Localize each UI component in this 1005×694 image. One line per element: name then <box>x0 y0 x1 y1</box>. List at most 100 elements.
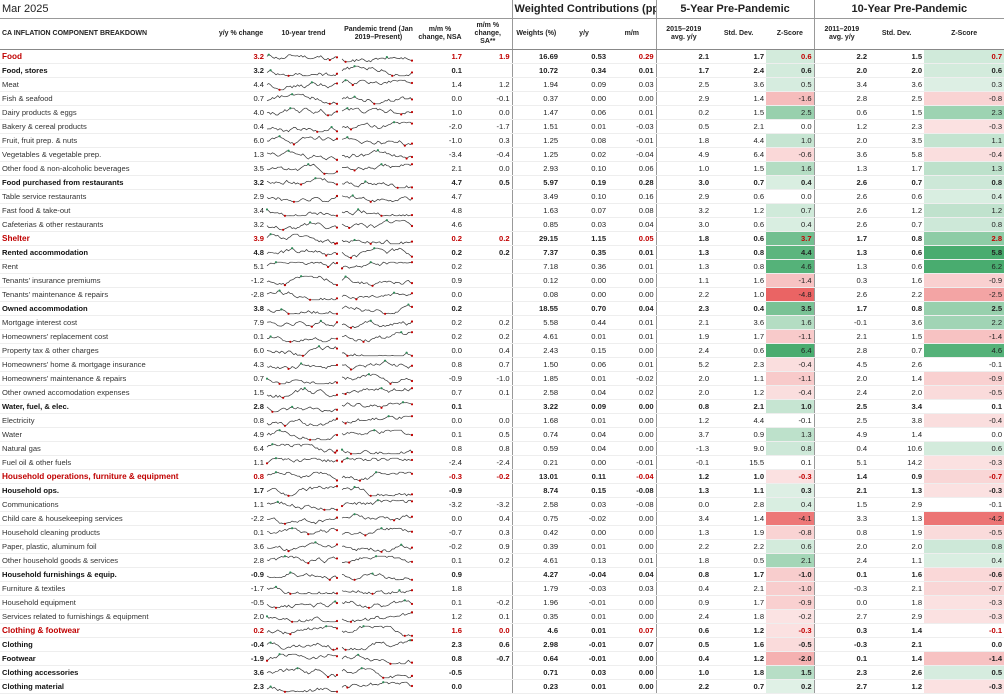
ten-avg-value: 1.3 <box>813 245 870 260</box>
yy-change-value: 3.2 <box>216 49 266 64</box>
table-row: Homeowners' home & mortgage insurance 4.3… <box>0 357 1005 372</box>
ten-avg-value: 2.0 <box>813 371 870 386</box>
sparkline-last-marker <box>410 386 413 389</box>
weighted-mm-value: 0.08 <box>608 203 657 218</box>
table-row: Communications 1.1 -3.2 -3.2 2.58 0.03 -0.08 0.… <box>0 497 1005 512</box>
ten-avg-value: 1.7 <box>813 231 870 246</box>
five-z-score: 4.6 <box>766 259 815 274</box>
five-std-value: 0.7 <box>711 175 767 190</box>
ten-std-header: Std. Dev. <box>869 18 925 50</box>
pandemic-sparkline <box>341 246 413 259</box>
five-avg-value: 1.8 <box>655 553 712 568</box>
five-std-value: 1.6 <box>711 637 767 652</box>
weighted-mm-value: 0.03 <box>608 77 657 92</box>
ten-year-sparkline <box>266 526 338 535</box>
sparkline-path <box>341 448 413 454</box>
mm-sa-value: 0.3 <box>464 133 513 148</box>
weighted-yy-value: 0.01 <box>560 623 609 638</box>
ten-avg-value: 0.6 <box>813 105 870 120</box>
sparkline-max-marker <box>373 246 376 249</box>
weighted-mm-value: 0.05 <box>608 231 657 246</box>
weighted-yy-value: 0.03 <box>560 665 609 680</box>
weighted-mm-value: 0.00 <box>608 413 657 428</box>
five-avg-value: 1.2 <box>655 413 712 428</box>
pandemic-sparkline-cell <box>341 441 416 456</box>
sparkline-max-marker <box>291 246 294 249</box>
pandemic-sparkline <box>341 179 413 189</box>
weighted-yy-value: 0.03 <box>560 217 609 232</box>
sparkline-max-marker <box>353 485 356 488</box>
component-name: Vegetables & vegetable prep. <box>0 147 216 162</box>
sparkline-max-marker <box>385 218 388 221</box>
sparkline-min-marker <box>328 102 331 105</box>
ten-z-score: 2.8 <box>924 231 1005 246</box>
five-std-value: 2.4 <box>711 63 767 78</box>
weighted-yy-value: 0.04 <box>560 385 609 400</box>
sparkline-last-marker <box>410 546 413 549</box>
pandemic-sparkline <box>341 526 413 536</box>
sparkline-last-marker <box>335 393 338 396</box>
table-row: Shelter 3.9 0.2 0.2 29.15 1.15 0.05 1.8 0.6 3.7 1.… <box>0 231 1005 246</box>
sparkline-path <box>266 615 338 622</box>
sparkline-last-marker <box>410 379 413 382</box>
yy-change-value: 2.3 <box>216 679 266 694</box>
five-avg-value: 2.4 <box>655 343 712 358</box>
sparkline-path <box>341 359 413 370</box>
sparkline-max-marker <box>351 193 354 197</box>
sparkline-max-marker <box>269 685 272 688</box>
ten-year-sparkline <box>266 260 338 268</box>
table-row: Food, stores 3.2 0.1 10.72 0.34 0.01 1.7 2.4 0.6… <box>0 63 1005 78</box>
yy-change-value: 4.3 <box>216 357 266 372</box>
pandemic-sparkline <box>341 218 413 229</box>
pandemic-sparkline-cell <box>341 637 416 652</box>
ten-z-score: -2.5 <box>924 287 1005 302</box>
mm-nsa-value: 1.0 <box>416 105 464 120</box>
pandemic-sparkline <box>341 260 413 269</box>
sparkline-min-marker <box>323 508 326 511</box>
sparkline-path <box>266 377 338 384</box>
five-avg-header: 2015–2019 avg. y/y <box>655 18 712 50</box>
weighted-yy-value: 0.02 <box>560 147 609 162</box>
ten-std-value: 1.8 <box>869 595 925 610</box>
ten-avg-value: 1.3 <box>813 161 870 176</box>
weight-value: 5.58 <box>511 315 561 330</box>
sparkline-path <box>266 135 338 145</box>
five-std-value: 3.6 <box>711 77 767 92</box>
table-row: Water, fuel, & elec. 2.8 0.1 3.22 0.09 0.00 0.… <box>0 399 1005 414</box>
mm-nsa-value: 0.1 <box>416 399 464 414</box>
table-row: Property tax & other charges 6.0 0.0 0.4 2.4… <box>0 343 1005 358</box>
pandemic-sparkline <box>341 120 413 130</box>
pandemic-sparkline-cell <box>341 371 416 386</box>
ten-avg-value: 2.0 <box>813 63 870 78</box>
sparkline-min-marker <box>271 410 274 413</box>
ten-year-sparkline <box>266 685 338 693</box>
ten-z-score: -1.4 <box>924 329 1005 344</box>
five-z-score: 0.4 <box>766 175 815 190</box>
five-z-score: 1.6 <box>766 161 815 176</box>
component-name: Household equipment <box>0 595 216 610</box>
five-avg-value: 0.6 <box>655 623 712 638</box>
weighted-mm-value: 0.04 <box>608 301 657 316</box>
ten-std-value: 2.9 <box>869 497 925 512</box>
ten-year-sparkline-cell <box>266 455 341 470</box>
pandemic-sparkline <box>341 372 413 385</box>
five-avg-value: 2.1 <box>655 49 712 64</box>
sparkline-min-marker <box>282 228 285 231</box>
five-std-value: 0.8 <box>711 245 767 260</box>
ten-avg-value: 0.3 <box>813 623 870 638</box>
weight-value: 8.74 <box>511 483 561 498</box>
ten-std-value: 0.7 <box>869 175 925 190</box>
sparkline-path <box>341 667 413 678</box>
yy-change-value: 3.6 <box>216 665 266 680</box>
pandemic-sparkline <box>341 498 413 507</box>
weighted-mm-value: 0.01 <box>608 553 657 568</box>
component-name: Food purchased from restaurants <box>0 175 216 190</box>
ten-avg-value: 2.3 <box>813 665 870 680</box>
ten-avg-value: 1.3 <box>813 259 870 274</box>
sparkline-path <box>266 345 338 356</box>
weight-value: 0.59 <box>511 441 561 456</box>
ten-std-value: 3.6 <box>869 315 925 330</box>
sparkline-last-marker <box>410 684 413 687</box>
pandemic-sparkline <box>341 351 413 357</box>
weight-value: 0.64 <box>511 651 561 666</box>
